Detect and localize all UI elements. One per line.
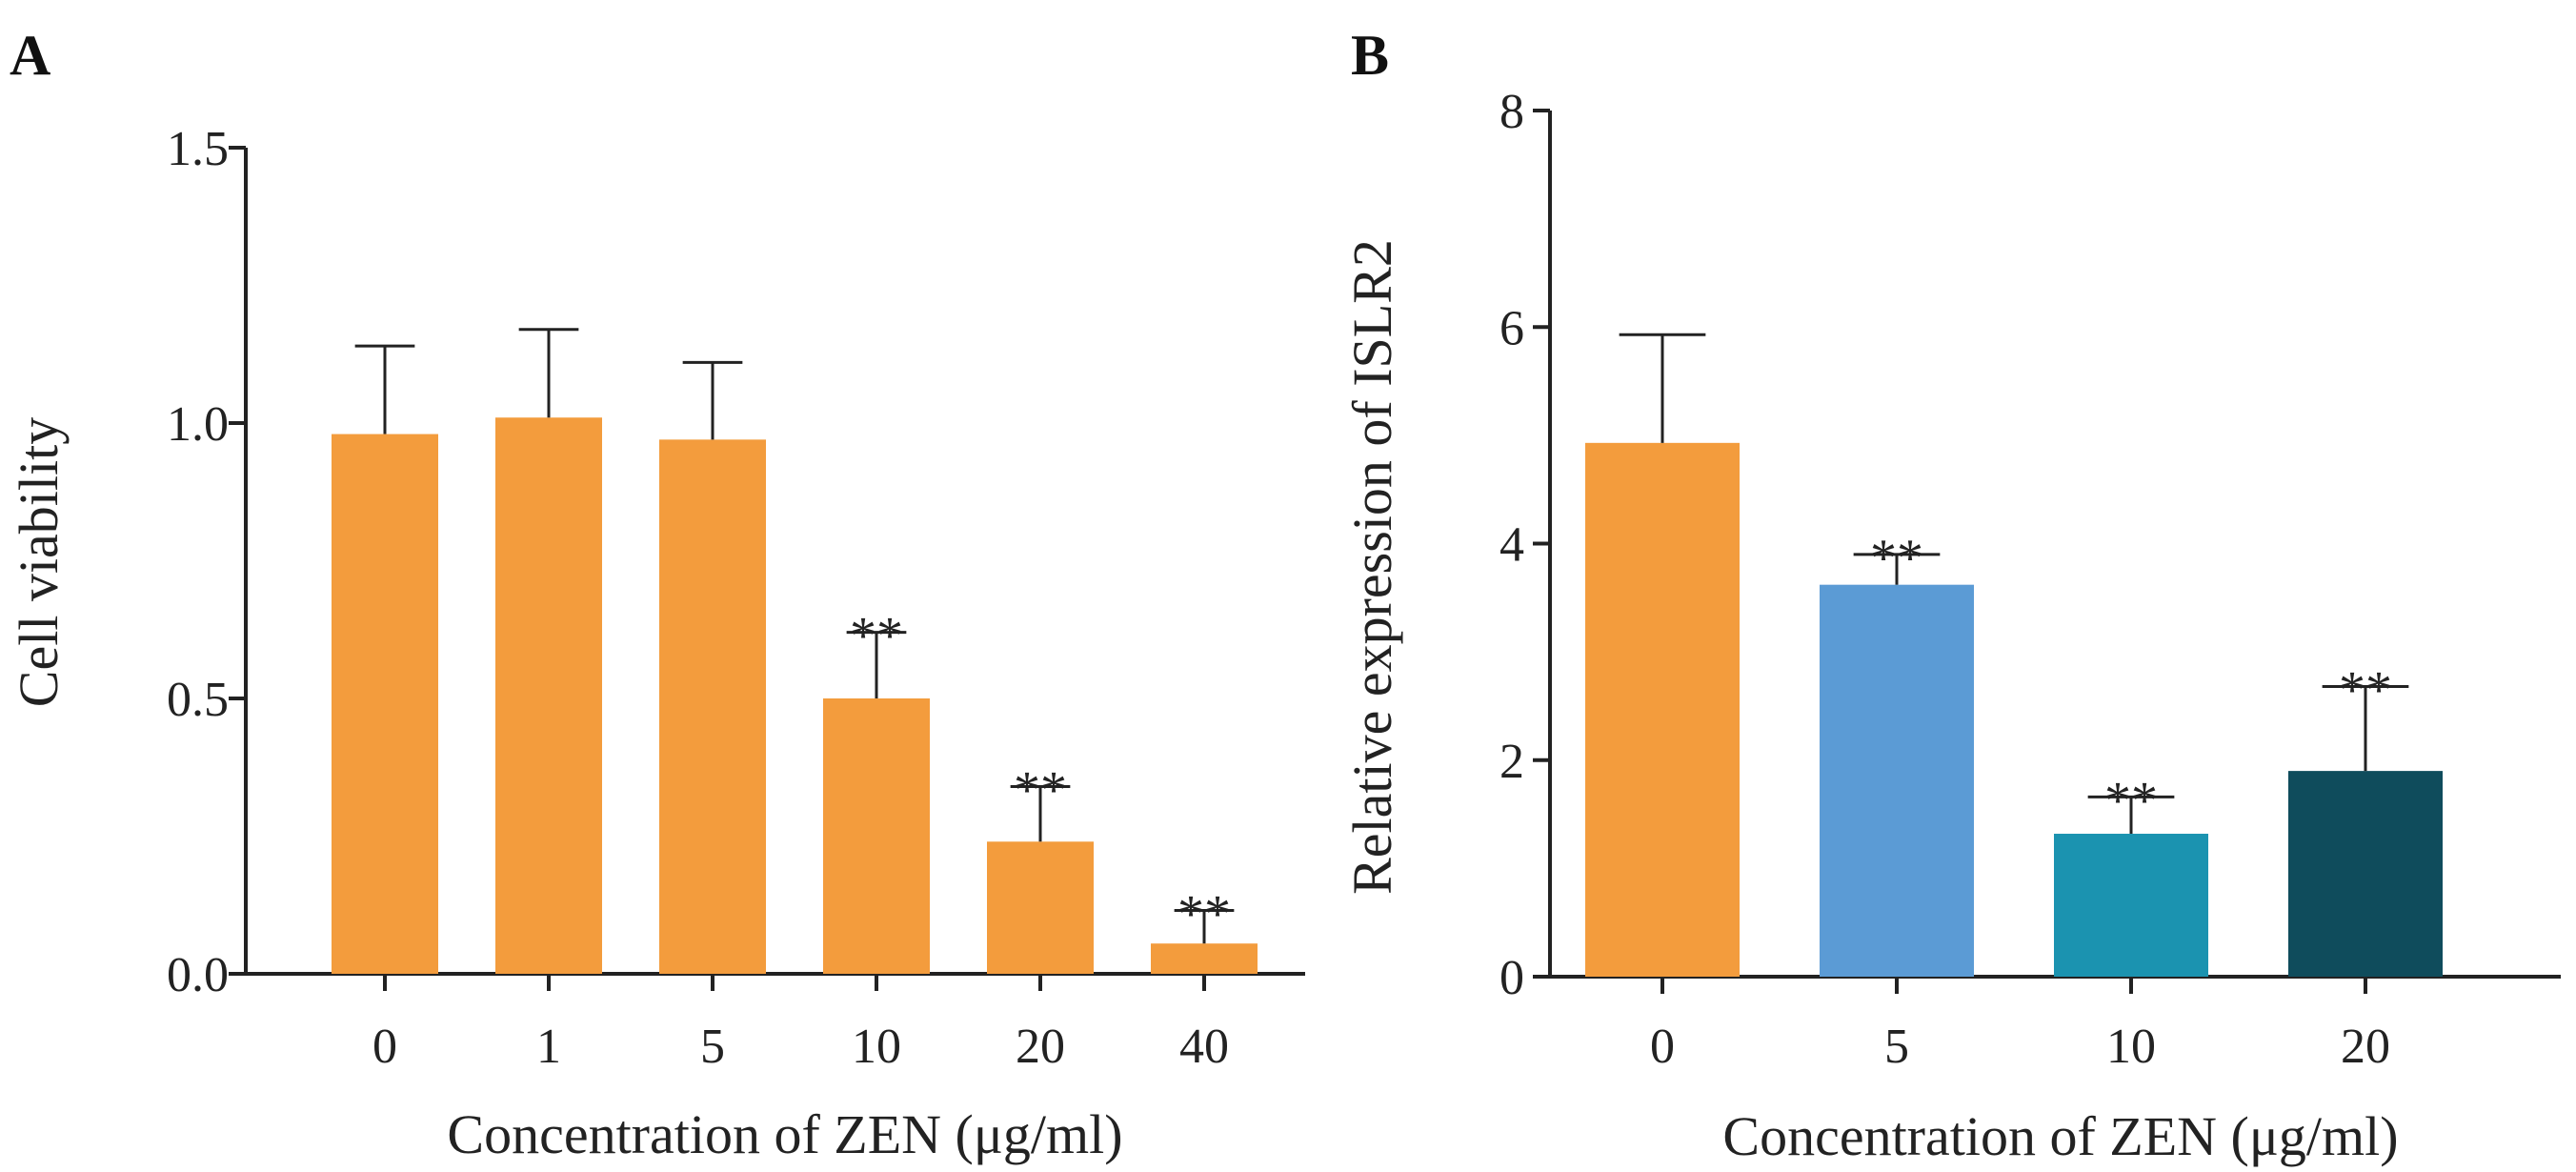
panel-b-bar-20 <box>2288 771 2443 977</box>
panel-b-bars: ** ** ** <box>1585 333 2443 977</box>
panel-b-y-tick-label-0: 0 <box>1499 951 1524 1005</box>
panel-b-significance-5: ** <box>1870 529 1923 588</box>
panel-a-bar-5 <box>659 439 766 975</box>
panel-a-y-tick-label-1: 0.5 <box>167 673 229 727</box>
panel-a-x-tick-label-10: 10 <box>852 1020 901 1074</box>
panel-a-y-tick-label-0: 0.0 <box>167 948 229 1002</box>
panel-a-y-ticks: 0.0 0.5 1.0 1.5 <box>167 122 246 1002</box>
panel-a-x-tick-label-0: 0 <box>372 1020 397 1074</box>
panel-b-x-ticks: 0 5 10 20 <box>1650 977 2390 1074</box>
panel-a-bar-20 <box>987 841 1094 974</box>
panel-a-significance-20: ** <box>1014 760 1067 819</box>
panel-b-significance-20: ** <box>2339 660 2392 719</box>
panel-a-x-ticks: 0 1 5 10 20 40 <box>372 974 1229 1074</box>
panel-a-y-tick-label-2: 1.0 <box>167 397 229 452</box>
panel-a-x-tick-label-40: 40 <box>1179 1020 1229 1074</box>
panel-b-x-tick-label-0: 0 <box>1650 1020 1675 1074</box>
panel-a-bar-40 <box>1151 943 1258 974</box>
panel-b-y-tick-label-2: 4 <box>1499 518 1524 573</box>
panel-b-x-tick-label-5: 5 <box>1884 1020 1909 1074</box>
panel-b-y-axis-title: Relative expression of ISLR2 <box>1341 239 1403 895</box>
panel-a: A 0.0 0.5 1.0 1.5 ** ** ** 0 1 5 10 20 40 Cell via… <box>8 24 1305 1165</box>
panel-b-bar-10 <box>2054 834 2208 977</box>
panel-a-significance-10: ** <box>850 607 903 666</box>
panel-a-bar-0 <box>332 434 438 974</box>
panel-b-y-tick-label-4: 8 <box>1499 85 1524 139</box>
panel-a-x-tick-label-1: 1 <box>536 1020 561 1074</box>
panel-b-bar-0 <box>1585 442 1740 977</box>
panel-b-y-ticks: 0 2 4 6 8 <box>1499 85 1550 1005</box>
panel-a-y-axis-title: Cell viability <box>8 417 70 707</box>
panel-b: B 0 2 4 6 8 ** ** ** 0 5 10 20 Relative expressio… <box>1341 24 2561 1167</box>
panel-b-y-tick-label-1: 2 <box>1499 735 1524 789</box>
panel-a-bar-1 <box>495 417 602 975</box>
panel-b-y-tick-label-3: 6 <box>1499 301 1524 355</box>
panel-b-x-tick-label-10: 10 <box>2106 1020 2156 1074</box>
panel-a-bar-10 <box>823 698 930 974</box>
panel-a-y-tick-label-3: 1.5 <box>167 122 229 176</box>
panel-b-x-axis-title: Concentration of ZEN (μg/ml) <box>1722 1105 2398 1167</box>
panel-b-bar-5 <box>1820 584 1974 977</box>
panel-b-significance-10: ** <box>2104 771 2158 830</box>
panel-a-letter: A <box>10 24 50 87</box>
panel-a-x-tick-label-20: 20 <box>1016 1020 1065 1074</box>
panel-b-letter: B <box>1351 24 1389 87</box>
panel-a-bars: ** ** ** <box>332 328 1258 975</box>
panel-a-x-tick-label-5: 5 <box>700 1020 725 1074</box>
panel-a-significance-40: ** <box>1177 885 1231 944</box>
panel-a-x-axis-title: Concentration of ZEN (μg/ml) <box>447 1103 1122 1165</box>
panel-b-x-tick-label-20: 20 <box>2341 1020 2390 1074</box>
